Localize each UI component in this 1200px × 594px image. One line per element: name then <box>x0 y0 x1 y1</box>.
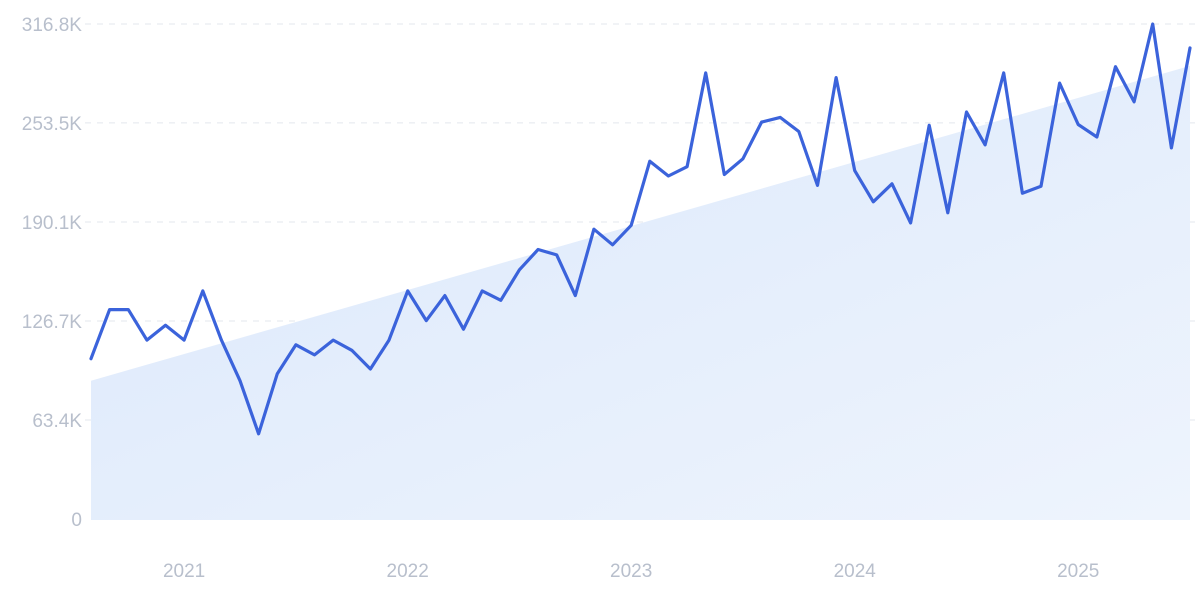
trend-area-fill <box>91 65 1190 520</box>
y-tick-label: 0 <box>71 510 82 531</box>
y-axis-ticks: 0 63.4K 126.7K 190.1K 253.5K 316.8K <box>22 15 83 531</box>
x-tick-label: 2022 <box>387 561 429 582</box>
x-tick-label: 2023 <box>610 561 652 582</box>
y-tick-label: 126.7K <box>22 312 83 333</box>
trend-area <box>91 65 1190 520</box>
series-line-group <box>89 22 1192 436</box>
y-tick-label: 253.5K <box>22 114 83 135</box>
x-tick-label: 2024 <box>834 561 877 582</box>
y-tick-label: 190.1K <box>22 213 83 234</box>
x-tick-label: 2025 <box>1057 561 1099 582</box>
x-tick-label: 2021 <box>163 561 205 582</box>
x-axis-ticks: 2021 2022 2023 2024 2025 <box>163 561 1099 582</box>
y-tick-label: 63.4K <box>32 411 82 432</box>
series-line <box>89 22 1192 436</box>
y-tick-label: 316.8K <box>22 15 83 36</box>
